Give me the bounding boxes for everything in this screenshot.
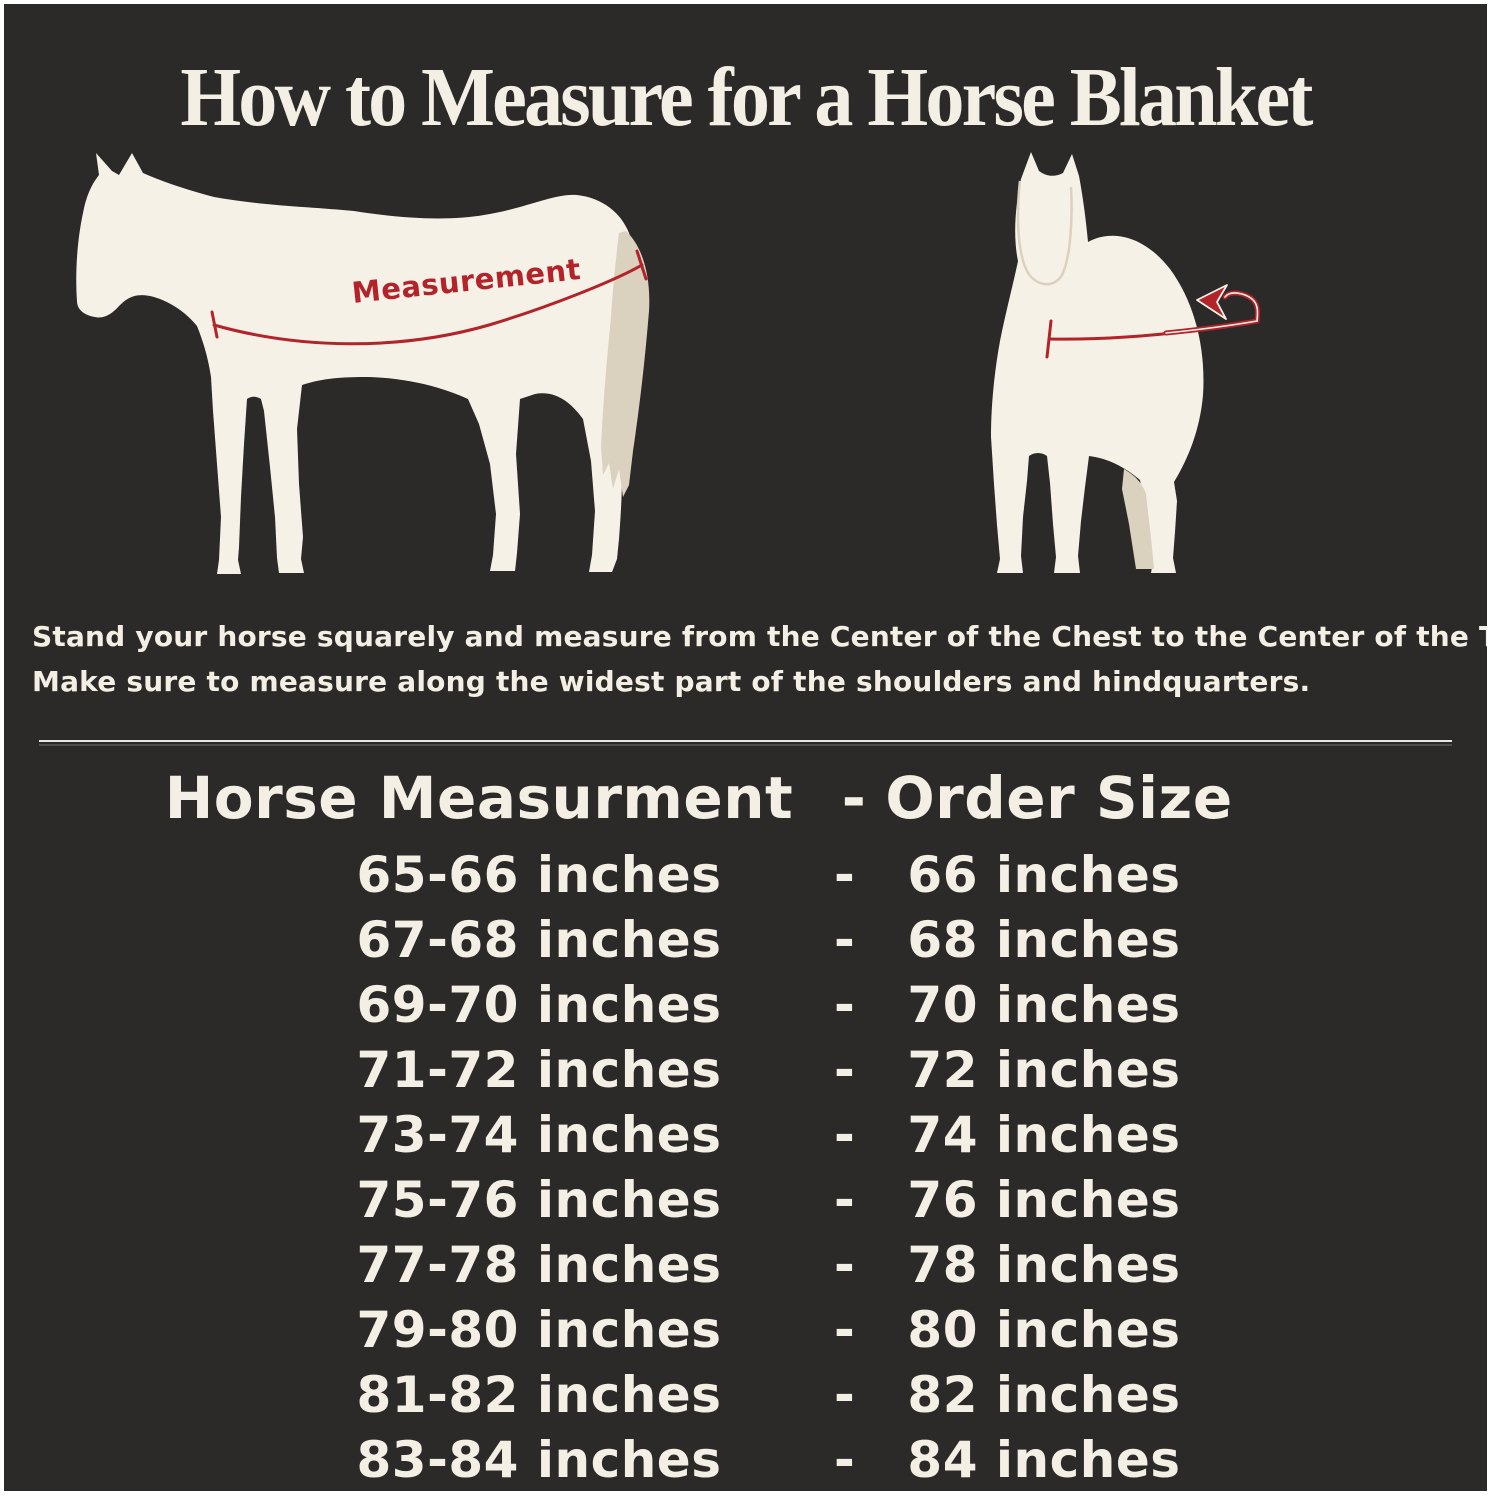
infographic-card: How to Measure for a Horse Blanket Measu… (4, 4, 1487, 1491)
row-size: 66 inches (907, 845, 1181, 904)
row-size: 68 inches (907, 910, 1181, 969)
side-measurement-line (210, 249, 648, 346)
size-row: 83-84 inches - 84 inches (244, 1427, 1234, 1491)
instructions-line1: Stand your horse squarely and measure fr… (32, 620, 1487, 653)
size-row: 65-66 inches - 66 inches (244, 842, 1234, 907)
size-row: 77-78 inches - 78 inches (244, 1232, 1234, 1297)
row-size: 74 inches (907, 1105, 1181, 1164)
row-measurement: 71-72 inches (356, 1040, 722, 1099)
row-separator: - (834, 975, 856, 1034)
instructions-line2: Make sure to measure along the widest pa… (32, 665, 1311, 698)
size-row: 67-68 inches - 68 inches (244, 907, 1234, 972)
side-horse-illustration (76, 153, 650, 574)
size-row: 81-82 inches - 82 inches (244, 1362, 1234, 1427)
row-measurement: 75-76 inches (356, 1170, 722, 1229)
size-chart-header: Horse Measurment - Order Size (134, 756, 1234, 840)
size-chart: 65-66 inches - 66 inches 67-68 inches - … (244, 842, 1234, 1491)
row-separator: - (834, 1430, 856, 1489)
row-measurement: 67-68 inches (356, 910, 722, 969)
row-size: 78 inches (907, 1235, 1181, 1294)
header-size-col: Order Size (885, 764, 1233, 832)
row-measurement: 65-66 inches (356, 845, 722, 904)
row-measurement: 73-74 inches (356, 1105, 722, 1164)
row-size: 76 inches (907, 1170, 1181, 1229)
size-row: 71-72 inches - 72 inches (244, 1037, 1234, 1102)
row-size: 84 inches (907, 1430, 1181, 1489)
size-row: 69-70 inches - 70 inches (244, 972, 1234, 1037)
divider-line (39, 740, 1452, 742)
row-measurement: 77-78 inches (356, 1235, 722, 1294)
front-horse-body (991, 152, 1204, 573)
row-separator: - (834, 1235, 856, 1294)
row-separator: - (834, 1365, 856, 1424)
row-measurement: 69-70 inches (356, 975, 722, 1034)
row-measurement: 79-80 inches (356, 1300, 722, 1359)
row-size: 70 inches (907, 975, 1181, 1034)
front-measurement-line (1045, 284, 1260, 359)
row-size: 80 inches (907, 1300, 1181, 1359)
side-horse-tail (601, 231, 650, 497)
row-separator: - (834, 910, 856, 969)
row-size: 72 inches (907, 1040, 1181, 1099)
header-separator: - (841, 764, 867, 832)
row-measurement: 81-82 inches (356, 1365, 722, 1424)
page-title: How to Measure for a Horse Blanket (180, 51, 1313, 144)
row-separator: - (834, 1170, 856, 1229)
instructions: Stand your horse squarely and measure fr… (32, 614, 1487, 704)
size-row: 73-74 inches - 74 inches (244, 1102, 1234, 1167)
front-horse-leg-shadow (1122, 469, 1154, 569)
row-size: 82 inches (907, 1365, 1181, 1424)
row-separator: - (834, 1300, 856, 1359)
size-row: 79-80 inches - 80 inches (244, 1297, 1234, 1362)
row-separator: - (834, 1105, 856, 1164)
row-measurement: 83-84 inches (356, 1430, 722, 1489)
front-horse-illustration (991, 152, 1260, 573)
wrap-arrow-icon (1196, 284, 1228, 320)
side-horse-body (76, 153, 638, 574)
header-measurement-col: Horse Measurment (164, 764, 794, 832)
row-separator: - (834, 845, 856, 904)
size-row: 75-76 inches - 76 inches (244, 1167, 1234, 1232)
front-horse-face-line (1016, 180, 1073, 286)
row-separator: - (834, 1040, 856, 1099)
